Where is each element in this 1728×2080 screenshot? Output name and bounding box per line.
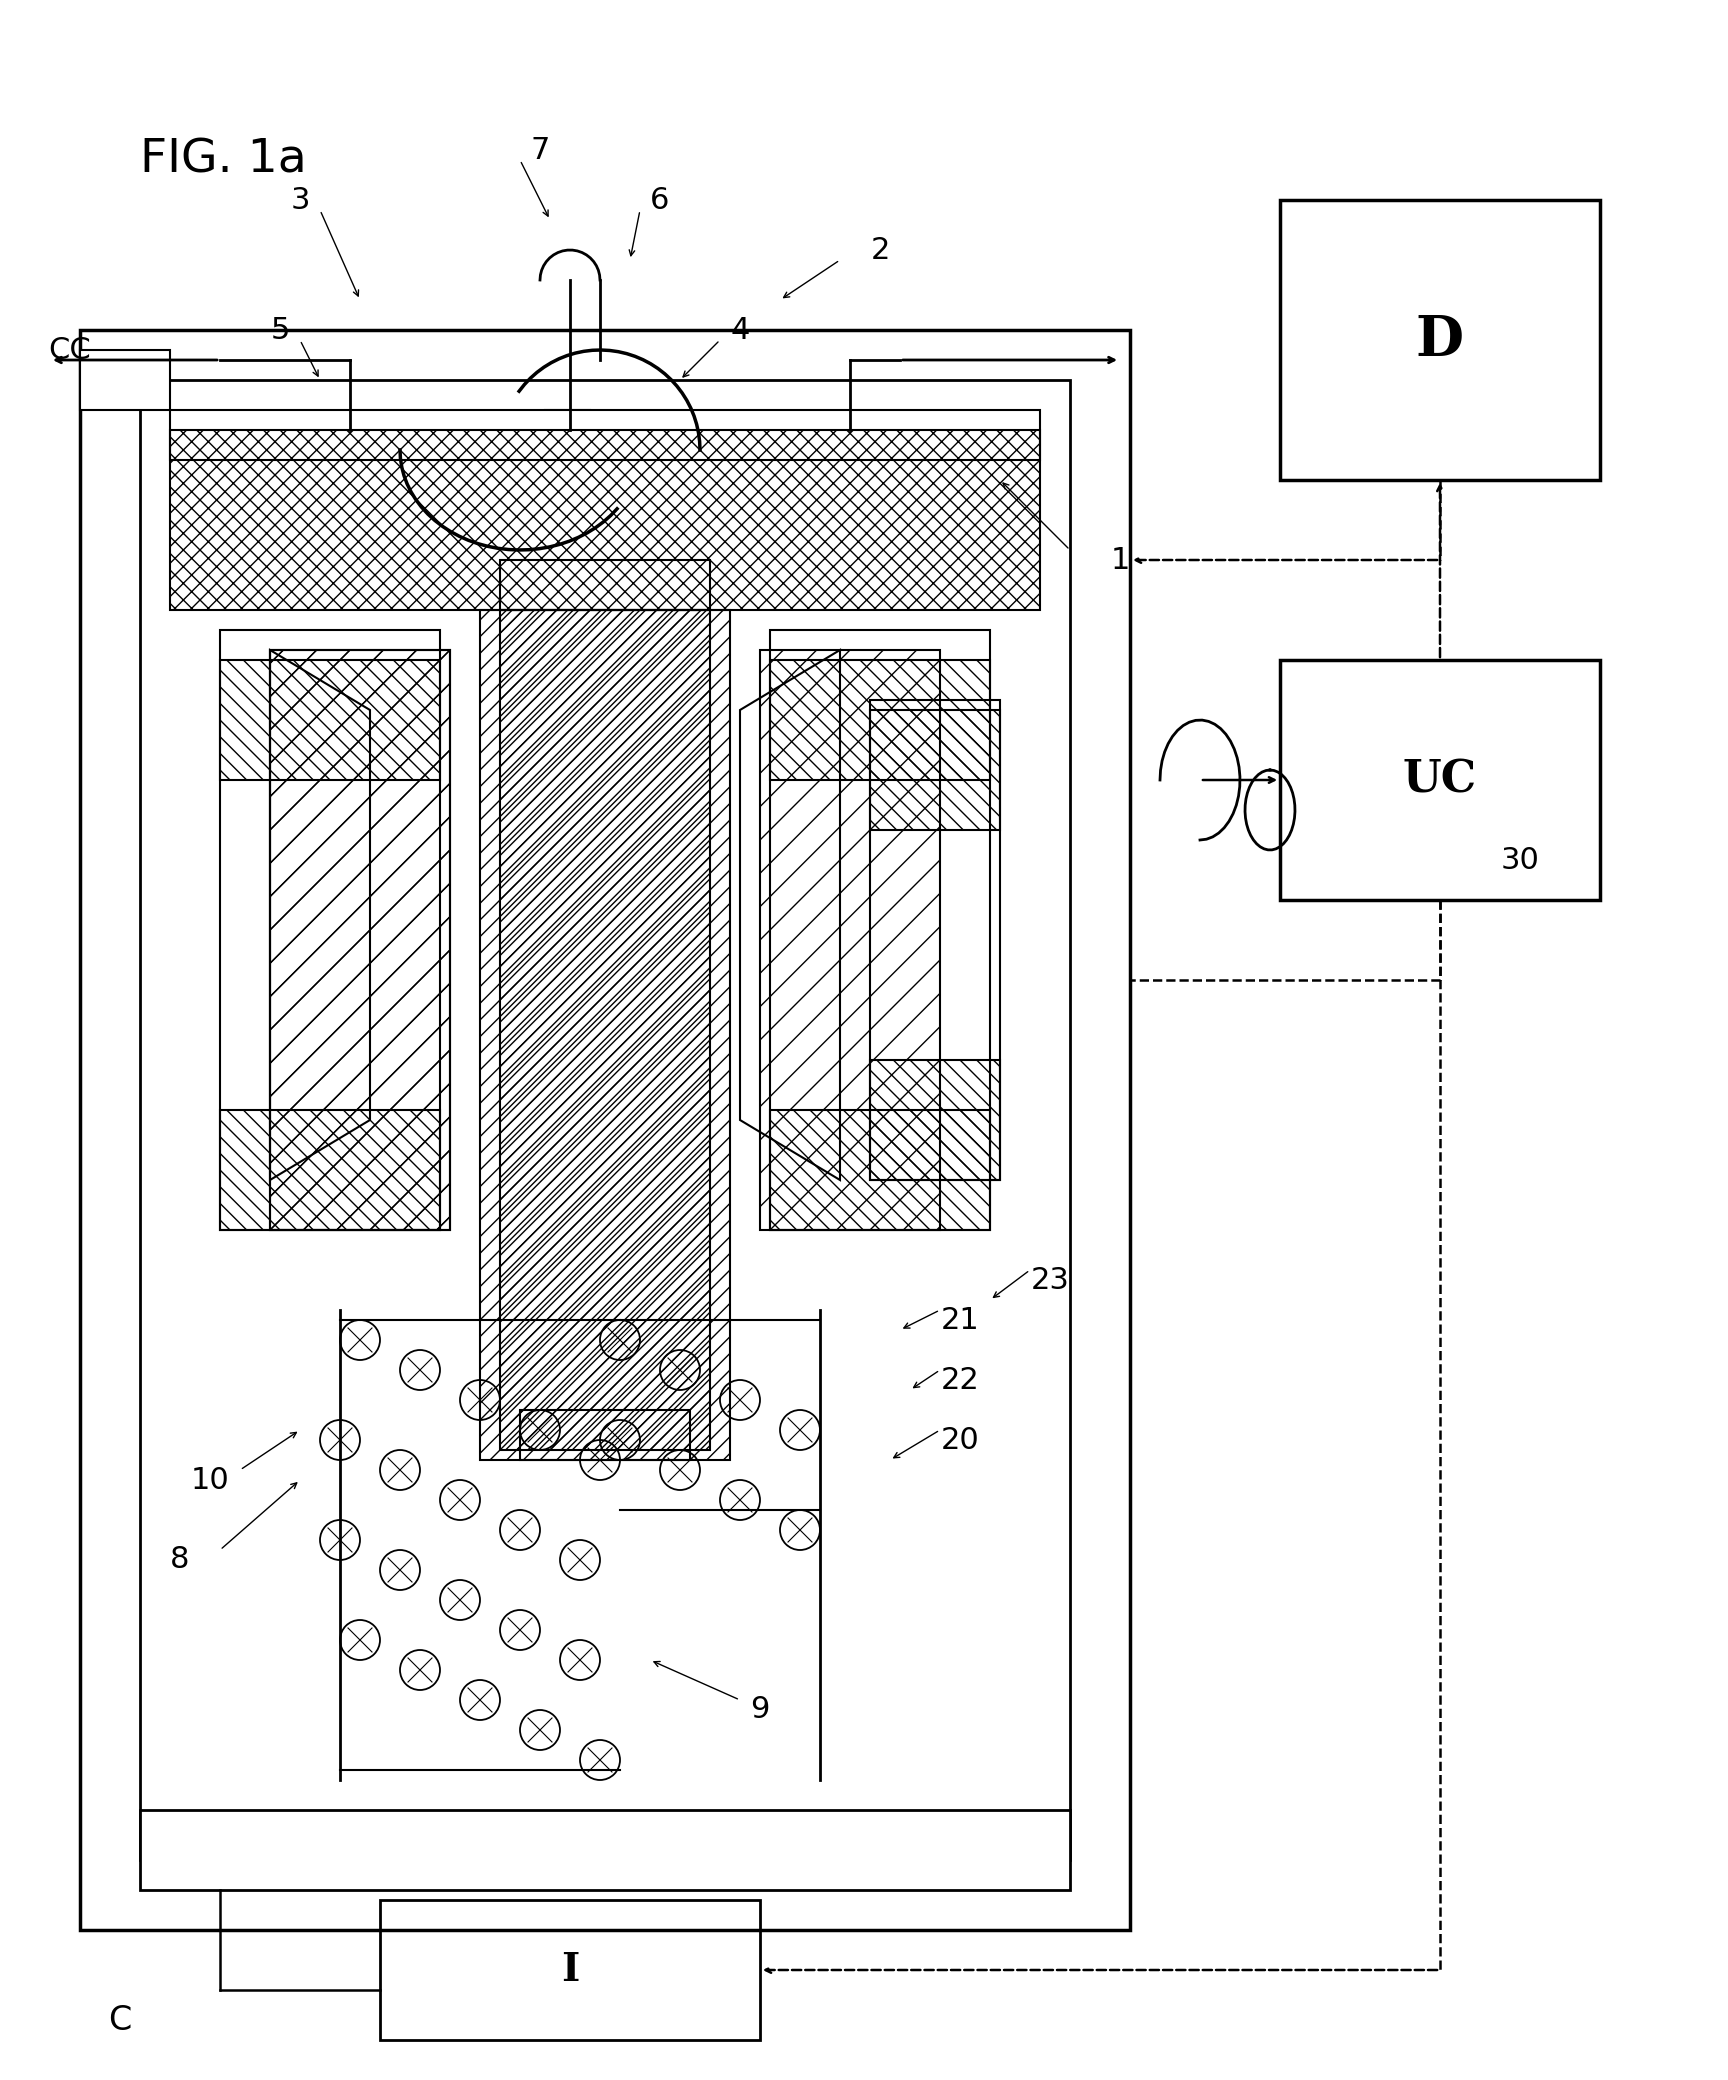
Bar [760, 651, 940, 1229]
Text: 5: 5 [270, 316, 290, 345]
Bar [270, 651, 449, 1229]
Bar [219, 1111, 441, 1229]
Text: 9: 9 [750, 1695, 769, 1724]
Bar [169, 431, 1040, 609]
Bar [219, 659, 441, 780]
Bar [869, 701, 1001, 1179]
Text: D: D [1415, 312, 1464, 368]
Bar [480, 609, 729, 1460]
Text: 30: 30 [1500, 844, 1540, 874]
Bar [140, 381, 1070, 1860]
Bar [771, 659, 990, 780]
Bar [140, 1810, 1070, 1891]
Text: 21: 21 [940, 1306, 980, 1335]
Text: 7: 7 [530, 135, 550, 164]
Text: 23: 23 [1030, 1265, 1070, 1294]
Text: 3: 3 [290, 185, 309, 214]
Text: 4: 4 [731, 316, 750, 345]
Bar [499, 560, 710, 609]
Bar [771, 1111, 990, 1229]
Bar [771, 630, 990, 1229]
Text: C: C [109, 2003, 131, 2036]
Bar [1280, 659, 1600, 901]
Text: 20: 20 [940, 1425, 980, 1454]
Bar [520, 1410, 689, 1460]
Text: 8: 8 [171, 1545, 190, 1575]
Text: 10: 10 [190, 1466, 230, 1496]
Bar [219, 630, 441, 1229]
Bar [380, 1899, 760, 2040]
Bar [270, 651, 449, 1229]
Text: UC: UC [1403, 759, 1477, 801]
Text: 2: 2 [871, 235, 890, 264]
Bar [499, 609, 710, 1450]
Bar [169, 410, 1040, 460]
Text: CC: CC [48, 335, 92, 364]
Text: 6: 6 [650, 185, 670, 214]
Text: FIG. 1a: FIG. 1a [140, 137, 308, 183]
Text: 22: 22 [940, 1364, 980, 1394]
Text: 1: 1 [1111, 545, 1130, 574]
Bar [869, 1061, 1001, 1179]
Bar [79, 331, 1130, 1930]
Bar [869, 709, 1001, 830]
Bar [1280, 200, 1600, 480]
Bar [544, 410, 589, 449]
Bar [79, 349, 169, 410]
Text: I: I [562, 1951, 579, 1988]
